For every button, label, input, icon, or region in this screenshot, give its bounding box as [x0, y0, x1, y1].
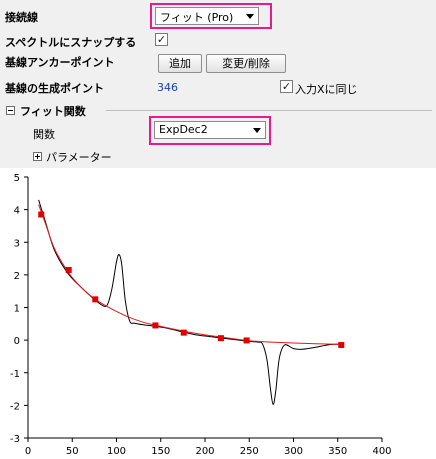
snap-to-spectrum-checkbox[interactable]: ✓ — [155, 33, 168, 46]
y-tick-label: -3 — [10, 434, 20, 445]
x-tick-label: 350 — [328, 446, 347, 457]
same-as-input-x-label: 入力Xに同じ — [295, 83, 358, 96]
x-tick-label: 50 — [66, 446, 79, 457]
baseline-mode-highlight — [150, 3, 272, 29]
y-tick-label: 4 — [14, 206, 20, 217]
chevron-down-icon — [253, 128, 261, 133]
fit-function-section-label: フィット関数 — [20, 105, 86, 118]
y-tick-label: 0 — [14, 336, 20, 347]
x-tick-label: 250 — [240, 446, 259, 457]
anchor-point-marker — [217, 335, 224, 342]
x-tick-label: 150 — [151, 446, 170, 457]
expand-parameters-icon[interactable] — [33, 152, 42, 161]
anchor-points-label: 基線アンカーポイント — [5, 56, 115, 69]
section-divider — [106, 110, 432, 111]
y-tick-label: -1 — [10, 369, 20, 380]
chart-series — [38, 199, 342, 405]
baseline-fit-line — [38, 204, 342, 345]
generated-points-label: 基線の生成ポイント — [5, 82, 104, 95]
collapse-fit-function-icon[interactable] — [6, 106, 15, 115]
y-tick-label: 3 — [14, 238, 20, 249]
modify-delete-anchor-button[interactable]: 変更/削除 — [206, 54, 286, 73]
y-tick-label: -2 — [10, 401, 20, 412]
anchor-point-marker — [65, 266, 72, 273]
y-tick-label: 5 — [14, 173, 20, 184]
x-tick-label: 100 — [107, 446, 126, 457]
x-tick-label: 0 — [25, 446, 31, 457]
chart-anchor-points — [38, 211, 345, 349]
y-tick-label: 2 — [14, 271, 20, 282]
function-highlight — [149, 116, 271, 145]
snap-to-spectrum-label: スペクトルにスナップする — [5, 36, 137, 49]
anchor-point-marker — [38, 211, 45, 218]
x-tick-label: 300 — [284, 446, 303, 457]
baseline-mode-value: フィット (Pro) — [160, 11, 234, 24]
anchor-point-marker — [152, 322, 159, 329]
function-label: 関数 — [33, 128, 55, 141]
spectrum-line — [38, 199, 342, 405]
generated-points-value[interactable]: 346 — [157, 81, 178, 94]
function-select[interactable]: ExpDec2 — [154, 121, 266, 139]
anchor-point-marker — [92, 296, 99, 303]
same-as-input-x-checkbox[interactable]: ✓ — [280, 80, 293, 93]
anchor-point-marker — [338, 342, 345, 349]
parameters-label: パラメーター — [46, 151, 112, 164]
x-tick-label: 200 — [195, 446, 214, 457]
y-tick-label: 1 — [14, 304, 20, 315]
function-value: ExpDec2 — [159, 123, 208, 136]
anchor-point-marker — [243, 337, 250, 344]
baseline-mode-label: 接続線 — [5, 11, 38, 24]
x-tick-label: 400 — [372, 446, 391, 457]
anchor-point-marker — [180, 329, 187, 336]
chevron-down-icon — [246, 14, 254, 19]
baseline-settings-panel: 接続線 フィット (Pro) スペクトルにスナップする ✓ 基線アンカーポイント… — [0, 0, 436, 168]
add-anchor-button[interactable]: 追加 — [158, 54, 202, 73]
baseline-mode-select[interactable]: フィット (Pro) — [155, 7, 259, 25]
